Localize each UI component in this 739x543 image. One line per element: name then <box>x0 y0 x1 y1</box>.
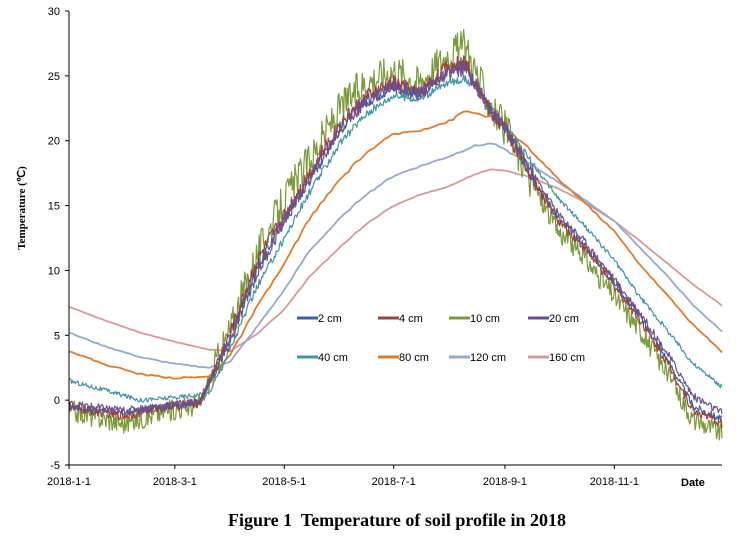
x-tick-label: 2018-9-1 <box>483 476 527 488</box>
legend-label: 10 cm <box>470 313 500 325</box>
legend: 2 cm 4 cm 10 cm 20 cm 40 cm 80 cm 120 cm 160 cm <box>297 313 585 364</box>
series-lines <box>68 28 723 441</box>
y-tick-label: -5 <box>50 460 60 472</box>
legend-label: 120 cm <box>470 352 506 364</box>
figure-caption: Figure 1 Temperature of soil profile in … <box>228 510 566 530</box>
legend-label: 40 cm <box>318 352 348 364</box>
x-tick-label: 2018-1-1 <box>47 476 91 488</box>
y-tick-label: 10 <box>48 265 60 277</box>
x-tick-label: 2018-5-1 <box>262 476 306 488</box>
y-tick-label: 25 <box>48 71 60 83</box>
series-line-2-cm <box>68 59 723 421</box>
y-tick-label: 15 <box>48 201 60 213</box>
x-axis-label: Date <box>681 477 705 489</box>
series-line-80-cm <box>68 110 723 380</box>
series-line-4-cm <box>68 55 723 428</box>
axes <box>68 11 722 466</box>
y-tick-label: 0 <box>54 395 60 407</box>
legend-label: 4 cm <box>399 313 423 325</box>
series-line-40-cm <box>68 74 723 403</box>
series-line-120-cm <box>68 142 723 369</box>
legend-label: 20 cm <box>549 313 579 325</box>
series-line-20-cm <box>68 63 723 415</box>
y-tick-label: 30 <box>48 6 60 18</box>
legend-label: 2 cm <box>318 313 342 325</box>
x-tick-label: 2018-7-1 <box>372 476 416 488</box>
x-axis-ticks: 2018-1-1 2018-3-1 2018-5-1 2018-7-1 2018-9-1… <box>47 465 639 488</box>
legend-label: 80 cm <box>399 352 429 364</box>
y-axis-label: Temperature (℃) <box>16 166 28 250</box>
y-tick-label: 5 <box>54 330 60 342</box>
series-line-160-cm <box>68 168 723 353</box>
y-tick-label: 20 <box>48 136 60 148</box>
legend-label: 160 cm <box>549 352 585 364</box>
x-tick-label: 2018-11-1 <box>590 476 639 488</box>
y-axis-ticks: -5 0 5 10 15 20 25 30 <box>48 6 69 472</box>
x-tick-label: 2018-3-1 <box>153 476 197 488</box>
